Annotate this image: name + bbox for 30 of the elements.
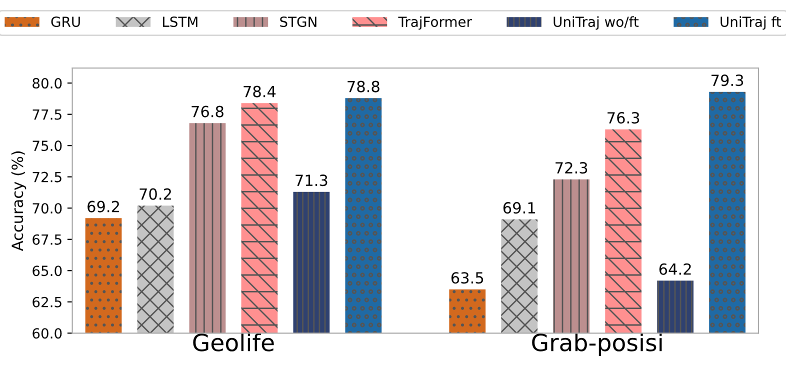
data-label: 70.2 (140, 188, 171, 200)
data-label: 64.2 (659, 263, 691, 275)
legend-label: TrajFormer (398, 16, 472, 30)
y-axis-title: Accuracy (%) (11, 151, 26, 251)
data-label: 72.3 (556, 162, 588, 174)
x-tick-label: Grab-posisi (532, 333, 662, 356)
data-label: 69.2 (88, 200, 119, 212)
y-tick-label: 75.0 (32, 140, 62, 152)
y-tick-label: 70.0 (32, 203, 62, 214)
y-tick-label: 65.0 (32, 266, 62, 276)
legend-label: STGN (280, 16, 316, 28)
data-label: 79.3 (712, 74, 744, 86)
legend-label: LSTM (163, 16, 198, 28)
data-label: 76.3 (608, 112, 640, 124)
data-label: 69.1 (503, 202, 535, 214)
data-label: 78.4 (244, 86, 276, 98)
legend-label: GRU (51, 16, 80, 28)
data-label: 63.5 (451, 272, 484, 284)
y-tick-label: 67.5 (32, 234, 62, 245)
y-tick-label: 72.5 (32, 172, 62, 182)
data-label: 71.3 (296, 174, 328, 186)
x-tick-label: Geolife (193, 333, 274, 352)
y-tick-label: 77.5 (32, 109, 62, 120)
y-tick-label: 60.0 (32, 328, 62, 339)
legend-label: UniTraj ft (720, 16, 781, 30)
data-label: 78.8 (348, 80, 380, 92)
data-label: 76.8 (192, 106, 224, 118)
y-tick-label: 62.5 (32, 296, 62, 308)
legend-label: UniTraj wo/ft (554, 16, 639, 30)
y-tick-label: 80.0 (32, 78, 62, 89)
